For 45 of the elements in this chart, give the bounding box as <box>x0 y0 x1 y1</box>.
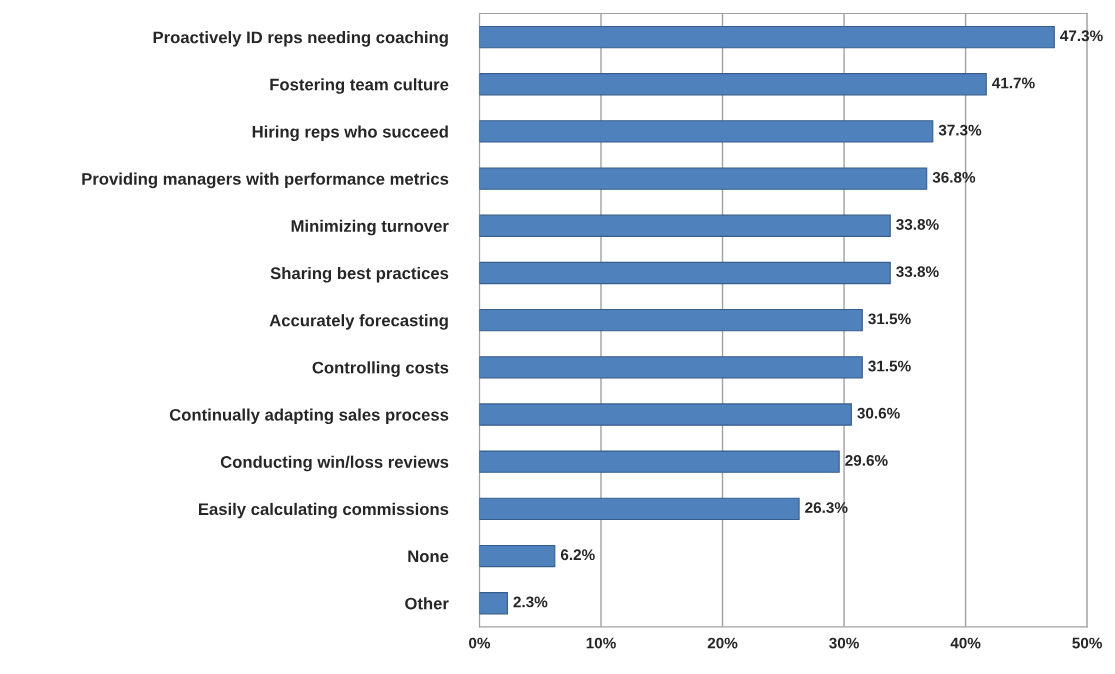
data-label: 29.6% <box>845 454 888 466</box>
y-tick-label: Conducting win/loss reviews <box>220 455 449 472</box>
data-label: 37.3% <box>938 124 982 136</box>
data-label: 36.8% <box>932 171 976 183</box>
data-label: 47.3% <box>1060 30 1103 42</box>
x-tick-label: 20% <box>707 637 738 649</box>
data-label: 6.2% <box>560 549 595 561</box>
data-label: 41.7% <box>992 77 1035 89</box>
y-tick-label: Sharing best practices <box>270 266 449 283</box>
y-tick-label: Minimizing turnover <box>291 219 449 236</box>
data-label: 30.6% <box>857 407 900 419</box>
data-label: 2.3% <box>513 596 548 608</box>
bar <box>479 167 928 190</box>
bar <box>479 120 934 143</box>
y-tick-label: Fostering team culture <box>270 78 449 94</box>
data-label: 26.3% <box>805 502 848 513</box>
y-tick-label: Easily calculating commissions <box>199 502 449 519</box>
bar <box>479 403 852 426</box>
bar <box>479 73 987 96</box>
x-tick-label: 40% <box>950 637 981 649</box>
bar <box>479 592 508 615</box>
bar <box>479 214 891 237</box>
y-tick-label: Controlling costs <box>312 361 449 377</box>
y-tick-label: Accurately forecasting <box>269 314 448 330</box>
data-label: 31.5% <box>868 360 911 372</box>
y-tick-label: None <box>408 550 449 563</box>
bar <box>479 25 1055 49</box>
y-tick-label: Hiring reps who succeed <box>252 125 448 141</box>
y-tick-label: Continually adapting sales process <box>169 408 449 425</box>
data-label: 33.8% <box>896 219 939 230</box>
bar <box>479 356 863 379</box>
bar <box>479 450 840 473</box>
y-tick-label: Proactively ID reps needing coaching <box>153 31 448 47</box>
bar <box>479 544 556 568</box>
x-tick-label: 50% <box>1072 637 1103 649</box>
x-tick-label: 30% <box>829 637 859 649</box>
data-label: 33.8% <box>896 266 939 278</box>
y-tick-label: Providing managers with performance metrics <box>82 172 449 189</box>
bar <box>479 308 863 332</box>
x-tick-label: 10% <box>586 637 616 649</box>
x-tick-label: 0% <box>469 637 491 649</box>
data-label: 31.5% <box>868 313 911 325</box>
bar <box>479 261 891 285</box>
y-tick-label: Other <box>405 597 449 610</box>
bar <box>479 497 800 521</box>
